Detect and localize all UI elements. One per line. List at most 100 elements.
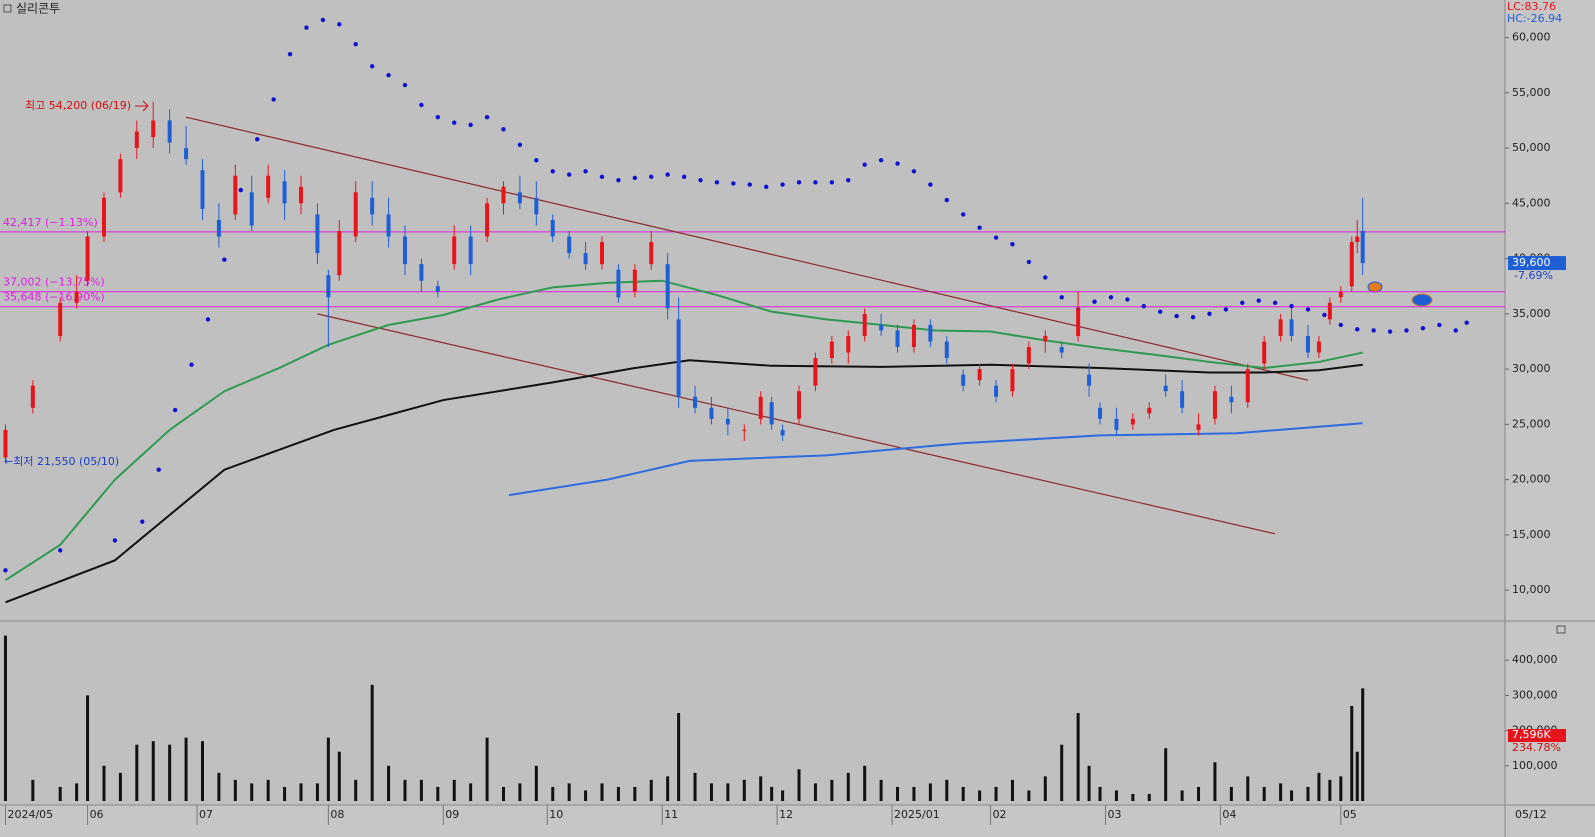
sar-dot xyxy=(189,362,194,367)
sar-dot xyxy=(337,22,342,27)
sar-dot xyxy=(763,184,769,189)
candle-body xyxy=(299,186,303,204)
sar-dot xyxy=(386,72,391,78)
volume-bar xyxy=(266,779,270,801)
volume-bar xyxy=(1262,786,1266,801)
sar-dot xyxy=(583,169,588,174)
candle-body xyxy=(30,385,35,408)
volume-bar xyxy=(1043,776,1047,801)
sar-dot xyxy=(928,182,933,187)
candle-body xyxy=(151,120,156,138)
volume-tag xyxy=(1508,729,1566,742)
sar-dot xyxy=(813,180,818,185)
x-tick-label: 03 xyxy=(1107,808,1121,821)
title-icon[interactable] xyxy=(3,4,12,13)
sar-dot xyxy=(255,137,260,142)
marker-icon[interactable] xyxy=(1367,281,1383,293)
sar-dot xyxy=(961,212,966,217)
candle-body xyxy=(167,120,172,143)
sar-dot xyxy=(911,169,917,174)
moving-average xyxy=(5,359,1363,604)
volume-bar xyxy=(1361,688,1365,801)
lc-label: LC:83.76 xyxy=(1507,0,1556,13)
candle-body xyxy=(742,429,747,431)
sar-dot xyxy=(796,180,802,185)
volume-bar xyxy=(370,684,374,801)
volume-bar xyxy=(912,786,916,801)
high-annotation: 최고 54,200 (06/19) xyxy=(25,99,131,112)
volume-bar xyxy=(600,783,604,801)
volume-bar xyxy=(315,783,319,801)
volume-bar xyxy=(551,786,555,801)
candle-body xyxy=(101,197,106,237)
moving-average xyxy=(4,279,1363,582)
volume-bar xyxy=(337,751,341,801)
candle-body xyxy=(216,219,221,237)
plot-bg xyxy=(0,0,1505,805)
candle-body xyxy=(676,319,681,397)
candle-body xyxy=(862,313,867,336)
volume-bar xyxy=(830,779,834,801)
sar-dot xyxy=(731,181,736,186)
axis-bg xyxy=(1505,0,1595,837)
candle-body xyxy=(1278,319,1283,336)
candle-body xyxy=(1180,391,1185,408)
candle-body xyxy=(386,214,391,237)
candle-body xyxy=(1212,391,1217,419)
volume-bar xyxy=(118,772,122,801)
sar-dot xyxy=(1387,329,1393,334)
volume-bar xyxy=(250,783,254,801)
volume-bar xyxy=(666,776,670,801)
chart-title: 실리콘투 xyxy=(16,2,60,16)
sar-dot xyxy=(205,317,211,322)
volume-bar xyxy=(726,783,730,801)
candle-body xyxy=(1059,347,1064,353)
volume-bar xyxy=(863,765,867,801)
candle-body xyxy=(58,302,63,336)
candle-body xyxy=(895,330,900,348)
y-tick-label: 55,000 xyxy=(1512,86,1551,99)
candle-body xyxy=(1043,335,1048,342)
sar-dot xyxy=(566,172,572,177)
candle-body xyxy=(693,396,698,408)
sar-dot xyxy=(599,174,605,180)
y-tick-label: 15,000 xyxy=(1512,528,1551,541)
y-tick-label: 35,000 xyxy=(1512,307,1551,320)
candle-body xyxy=(134,131,139,149)
panel-button[interactable] xyxy=(1556,625,1566,634)
volume-bar xyxy=(354,779,358,801)
sar-dot xyxy=(649,174,654,180)
sar-dot xyxy=(944,197,949,203)
price-tag xyxy=(1508,256,1566,271)
marker-icon[interactable] xyxy=(1411,293,1433,307)
volume-bar xyxy=(945,779,949,801)
sar-dot xyxy=(1322,312,1327,318)
volume-bar xyxy=(1060,744,1064,801)
candle-body xyxy=(1163,385,1168,392)
candle-body xyxy=(233,175,238,215)
sar-dot xyxy=(1437,322,1442,328)
x-tick-label: 12 xyxy=(779,808,793,821)
volume-bar xyxy=(326,737,330,801)
volume-bar xyxy=(436,786,440,801)
sar-dot xyxy=(1223,307,1229,312)
sar-dot xyxy=(1355,327,1360,332)
low-annotation: ←최저 21,550 (05/10) xyxy=(4,455,119,468)
volume-bar xyxy=(781,790,785,801)
candle-body xyxy=(928,324,933,342)
sar-dot xyxy=(1092,299,1097,304)
volume-bar xyxy=(1131,793,1135,801)
sar-dot xyxy=(1464,320,1469,325)
sar-dot xyxy=(1010,242,1015,247)
candle-body xyxy=(813,358,818,386)
candle-body xyxy=(1026,347,1031,364)
sar-dot xyxy=(550,169,555,174)
candle-body xyxy=(200,170,205,209)
candle-body xyxy=(879,324,884,331)
x-tick-label: 07 xyxy=(199,808,213,821)
sar-dot xyxy=(1256,298,1261,303)
volume-bar xyxy=(1306,786,1310,801)
volume-bar xyxy=(1180,790,1184,801)
candle-body xyxy=(402,236,407,265)
candle-body xyxy=(769,402,774,425)
